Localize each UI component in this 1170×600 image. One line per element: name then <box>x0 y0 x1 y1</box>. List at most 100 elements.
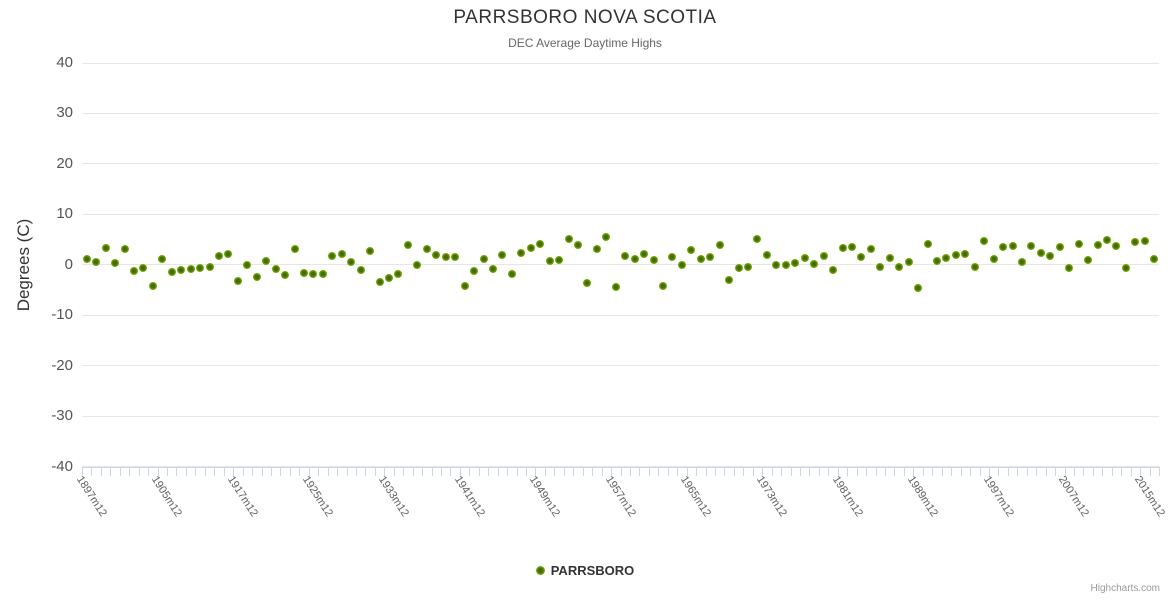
data-point[interactable] <box>366 247 375 256</box>
data-point[interactable] <box>573 241 582 250</box>
data-point[interactable] <box>706 253 715 262</box>
data-point[interactable] <box>356 265 365 274</box>
data-point[interactable] <box>375 277 384 286</box>
data-point[interactable] <box>621 251 630 260</box>
data-point[interactable] <box>309 269 318 278</box>
data-point[interactable] <box>1008 241 1017 250</box>
data-point[interactable] <box>592 244 601 253</box>
data-point[interactable] <box>829 266 838 275</box>
data-point[interactable] <box>1150 255 1159 264</box>
data-point[interactable] <box>139 263 148 272</box>
data-point[interactable] <box>470 267 479 276</box>
data-point[interactable] <box>932 257 941 266</box>
data-point[interactable] <box>819 251 828 260</box>
data-point[interactable] <box>129 266 138 275</box>
data-point[interactable] <box>148 281 157 290</box>
data-point[interactable] <box>158 255 167 264</box>
data-point[interactable] <box>980 236 989 245</box>
data-point[interactable] <box>441 253 450 262</box>
data-point[interactable] <box>1112 241 1121 250</box>
data-point[interactable] <box>1065 263 1074 272</box>
data-point[interactable] <box>186 265 195 274</box>
data-point[interactable] <box>583 278 592 287</box>
data-point[interactable] <box>526 243 535 252</box>
data-point[interactable] <box>460 282 469 291</box>
data-point[interactable] <box>507 269 516 278</box>
data-point[interactable] <box>281 271 290 280</box>
data-point[interactable] <box>214 252 223 261</box>
data-point[interactable] <box>904 258 913 267</box>
data-point[interactable] <box>545 257 554 266</box>
data-point[interactable] <box>1093 240 1102 249</box>
data-point[interactable] <box>640 250 649 259</box>
data-point[interactable] <box>413 261 422 270</box>
data-point[interactable] <box>1018 258 1026 267</box>
data-point[interactable] <box>1027 242 1036 251</box>
data-point[interactable] <box>696 255 705 264</box>
data-point[interactable] <box>810 260 819 269</box>
data-point[interactable] <box>101 244 110 253</box>
data-point[interactable] <box>734 264 743 273</box>
data-point[interactable] <box>668 253 677 262</box>
data-point[interactable] <box>677 261 686 270</box>
data-point[interactable] <box>772 260 781 269</box>
data-point[interactable] <box>857 253 866 262</box>
data-point[interactable] <box>999 243 1008 252</box>
data-point[interactable] <box>1074 239 1083 248</box>
data-point[interactable] <box>120 244 129 253</box>
data-point[interactable] <box>517 249 526 258</box>
data-point[interactable] <box>781 261 790 270</box>
legend-item-parrsboro[interactable]: PARRSBORO <box>535 563 634 578</box>
data-point[interactable] <box>488 265 497 274</box>
data-point[interactable] <box>290 244 299 253</box>
data-point[interactable] <box>838 244 847 253</box>
data-point[interactable] <box>744 263 753 272</box>
data-point[interactable] <box>1055 242 1064 251</box>
data-point[interactable] <box>233 277 242 286</box>
data-point[interactable] <box>536 240 545 249</box>
data-point[interactable] <box>942 254 951 263</box>
data-point[interactable] <box>318 269 327 278</box>
data-point[interactable] <box>555 256 564 265</box>
data-point[interactable] <box>92 258 101 267</box>
data-point[interactable] <box>337 250 346 259</box>
data-point[interactable] <box>262 256 271 265</box>
data-point[interactable] <box>422 245 431 254</box>
data-point[interactable] <box>847 243 856 252</box>
data-point[interactable] <box>753 234 762 243</box>
data-point[interactable] <box>895 262 904 271</box>
data-point[interactable] <box>564 235 573 244</box>
data-point[interactable] <box>1121 264 1130 273</box>
data-point[interactable] <box>1140 237 1149 246</box>
highcharts-credits-link[interactable]: Highcharts.com <box>1090 583 1160 594</box>
data-point[interactable] <box>866 245 875 254</box>
data-point[interactable] <box>177 265 186 274</box>
data-point[interactable] <box>725 275 734 284</box>
data-point[interactable] <box>224 250 233 259</box>
data-point[interactable] <box>385 273 394 282</box>
data-point[interactable] <box>914 283 923 292</box>
data-point[interactable] <box>1036 249 1045 258</box>
data-point[interactable] <box>271 265 280 274</box>
data-point[interactable] <box>111 258 120 267</box>
data-point[interactable] <box>498 250 507 259</box>
data-point[interactable] <box>1084 255 1093 264</box>
data-point[interactable] <box>82 255 91 264</box>
data-point[interactable] <box>1131 237 1140 246</box>
data-point[interactable] <box>687 246 696 255</box>
data-point[interactable] <box>167 267 176 276</box>
data-point[interactable] <box>876 263 885 272</box>
data-point[interactable] <box>1046 252 1055 261</box>
data-point[interactable] <box>970 263 979 272</box>
data-point[interactable] <box>196 263 205 272</box>
data-point[interactable] <box>394 269 403 278</box>
data-point[interactable] <box>347 257 356 266</box>
data-point[interactable] <box>1103 235 1112 244</box>
data-point[interactable] <box>479 255 488 264</box>
data-point[interactable] <box>989 254 998 263</box>
data-point[interactable] <box>630 255 639 264</box>
data-point[interactable] <box>403 241 412 250</box>
data-point[interactable] <box>800 254 809 263</box>
data-point[interactable] <box>432 250 441 259</box>
data-point[interactable] <box>762 251 771 260</box>
